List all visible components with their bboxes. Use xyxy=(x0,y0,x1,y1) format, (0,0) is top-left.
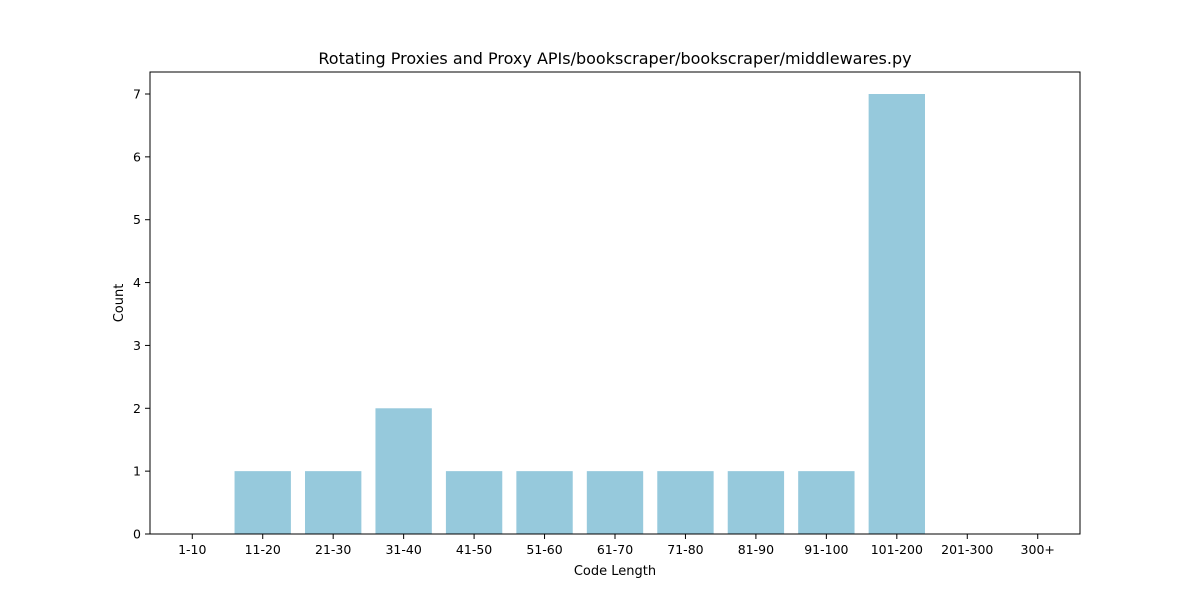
bar-51-60 xyxy=(516,471,573,534)
bar-21-30 xyxy=(305,471,362,534)
bar-81-90 xyxy=(727,471,785,534)
bar-31-40 xyxy=(375,408,432,534)
x-tick-label: 300+ xyxy=(1021,542,1055,557)
y-tick-label: 5 xyxy=(133,212,141,227)
y-tick-label: 7 xyxy=(133,87,141,102)
x-tick-label: 31-40 xyxy=(385,542,421,557)
x-tick-label: 101-200 xyxy=(871,542,923,557)
x-tick-label: 81-90 xyxy=(738,542,774,557)
y-tick-label: 6 xyxy=(133,149,141,164)
bar-41-50 xyxy=(445,471,503,534)
x-tick-label: 61-70 xyxy=(597,542,633,557)
x-tick-label: 51-60 xyxy=(526,542,562,557)
bar-61-70 xyxy=(586,471,644,534)
x-tick-label: 201-300 xyxy=(941,542,993,557)
y-tick-label: 3 xyxy=(133,338,141,353)
plot-frame xyxy=(149,71,1081,535)
bar-101-200 xyxy=(868,94,925,534)
bar-91-100 xyxy=(798,471,855,534)
y-axis-label: Count xyxy=(112,284,127,323)
x-tick-label: 41-50 xyxy=(456,542,492,557)
y-tick-label: 0 xyxy=(133,527,141,542)
x-tick-label: 91-100 xyxy=(804,542,848,557)
x-axis-label: Code Length xyxy=(574,564,656,579)
x-axis-ticks: 1-10 11-20 21-30 31-40 41-50 51-60 61-70 71-80 8… xyxy=(178,534,1055,557)
bars-group xyxy=(234,94,925,534)
x-tick-label: 71-80 xyxy=(667,542,703,557)
y-tick-label: 1 xyxy=(133,464,141,479)
chart-title: Rotating Proxies and Proxy APIs/bookscra… xyxy=(318,49,911,68)
y-axis-ticks: 0 1 2 3 4 5 6 7 xyxy=(133,87,150,542)
x-tick-label: 1-10 xyxy=(178,542,206,557)
x-tick-label: 21-30 xyxy=(315,542,351,557)
bar-11-20 xyxy=(234,471,291,534)
bar-71-80 xyxy=(657,471,714,534)
x-tick-label: 11-20 xyxy=(245,542,281,557)
y-tick-label: 2 xyxy=(133,401,141,416)
y-tick-label: 4 xyxy=(133,275,141,290)
